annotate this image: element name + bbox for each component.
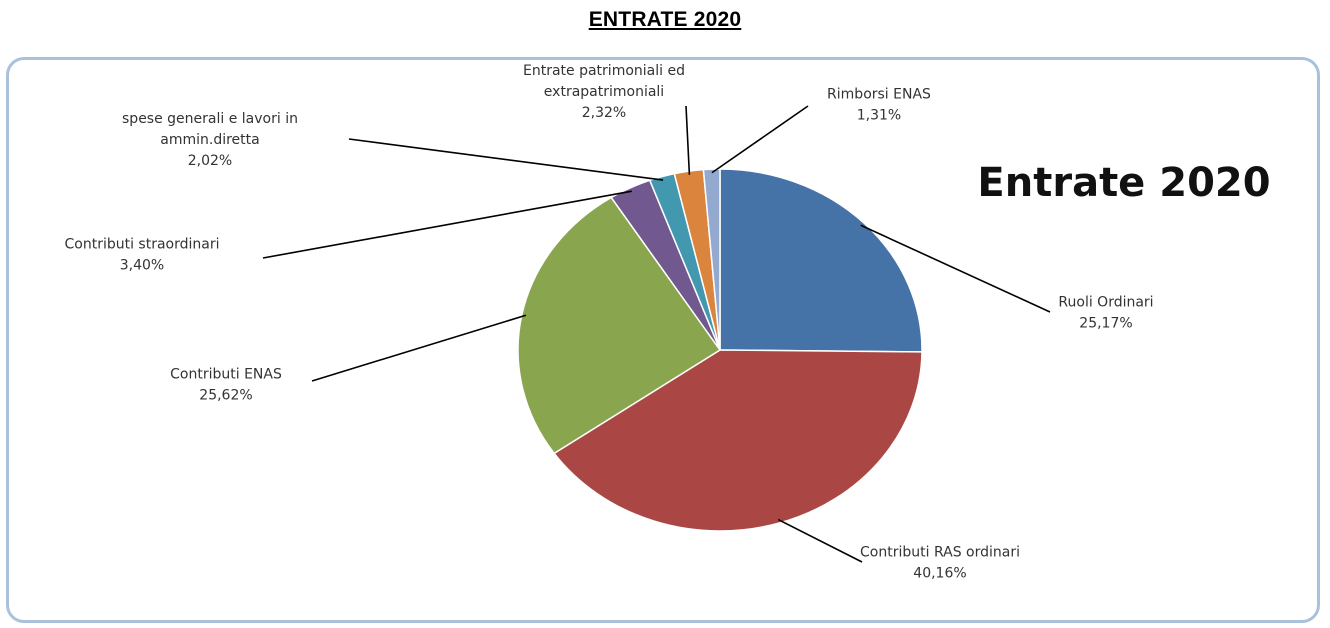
leader-line (348, 138, 664, 181)
slice-label: Ruoli Ordinari 25,17% (1058, 295, 1153, 332)
pie-slices (517, 168, 923, 532)
slice-label: Contributi straordinari 3,40% (64, 237, 219, 274)
slice-name-label: ammin.diretta (160, 132, 259, 148)
leader-lines (262, 105, 1051, 563)
leader-line (262, 190, 632, 259)
pie-slice (702, 168, 721, 351)
slice-name-label: Rimborsi ENAS (827, 87, 931, 103)
pie-slice (553, 349, 923, 532)
slice-name-label: Ruoli Ordinari (1058, 295, 1153, 311)
leader-line (777, 518, 863, 563)
slice-name-label: Contributi RAS ordinari (860, 545, 1020, 561)
slice-label: spese generali e lavori in ammin.diretta 2… (122, 111, 298, 169)
slice-value-label: 2,02% (188, 153, 232, 169)
slice-name-label: Contributi straordinari (64, 237, 219, 253)
slice-label: Entrate patrimoniali ed extrapatrimoniali… (523, 63, 685, 121)
slice-value-label: 25,17% (1079, 316, 1132, 332)
slice-name-label: Entrate patrimoniali ed (523, 63, 685, 79)
slice-value-label: 1,31% (857, 108, 901, 124)
slice-label: Rimborsi ENAS 1,31% (827, 87, 931, 124)
slice-name-label: extrapatrimoniali (544, 84, 664, 100)
leader-line (860, 224, 1051, 313)
slice-name-label: Contributi ENAS (170, 367, 282, 383)
leader-line (311, 314, 527, 382)
slice-labels: Ruoli Ordinari 25,17% Contributi RAS ordin… (64, 63, 1153, 582)
slice-name-label: spese generali e lavori in (122, 111, 298, 127)
slice-value-label: 40,16% (913, 566, 966, 582)
slice-value-label: 3,40% (120, 258, 164, 274)
page-heading: ENTRATE 2020 (588, 8, 742, 31)
leader-line (711, 105, 809, 174)
slice-value-label: 2,32% (582, 105, 626, 121)
pie-slice (517, 196, 722, 455)
slice-label: Contributi ENAS 25,62% (170, 367, 282, 404)
chart-title: Entrate 2020 (977, 160, 1270, 206)
pie-slice (719, 168, 923, 353)
slice-label: Contributi RAS ordinari 40,16% (860, 545, 1020, 582)
slice-value-label: 25,62% (199, 388, 252, 404)
leader-line (685, 105, 691, 175)
